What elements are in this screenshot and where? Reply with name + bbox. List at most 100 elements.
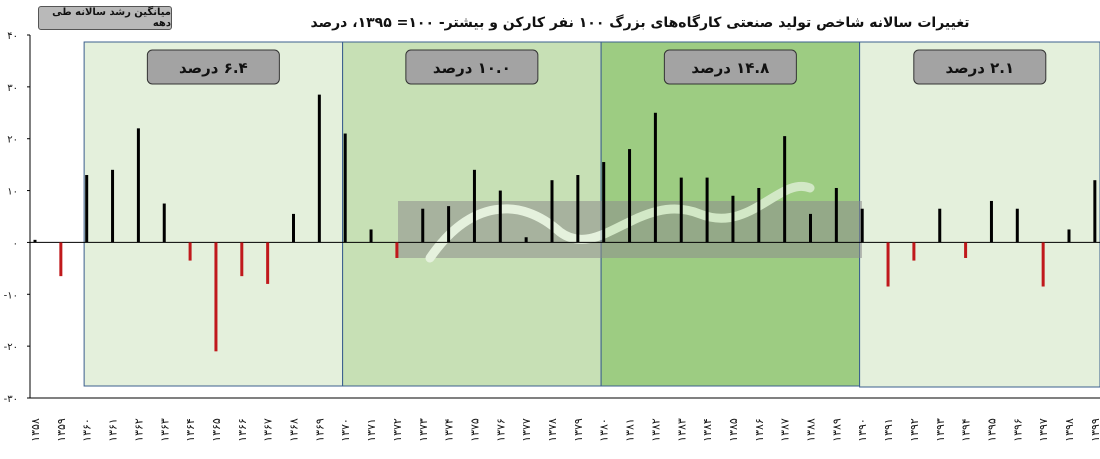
bar [188,242,192,261]
decade-average-label: ۱۰.۰ درصد [433,59,511,77]
y-tick-label: ۳۰ [7,83,18,94]
x-tick-label: ۱۳۷۵ [468,418,481,442]
x-tick-label: ۱۳۹۱ [882,418,895,442]
x-tick-label: ۱۳۹۵ [985,418,998,442]
x-tick-label: ۱۳۵۹ [55,418,68,442]
bar [628,149,632,243]
x-tick-label: ۱۳۷۹ [572,418,585,442]
bar [705,177,709,243]
legend-decade-average: میانگین رشد سالانه طی دهه [38,6,172,30]
decade-average-label: ۶.۴ درصد [179,59,248,77]
bar [964,242,968,258]
x-tick-label: ۱۳۶۱ [107,418,120,442]
x-tick-label: ۱۳۷۴ [443,418,456,442]
bar [266,242,270,284]
bar [33,239,37,243]
bar [240,242,244,277]
x-tick-label: ۱۳۶۶ [236,418,249,442]
bar [524,237,528,243]
bar [85,175,89,243]
x-tick-label: ۱۳۷۷ [520,418,533,442]
x-tick-label: ۱۳۸۴ [701,418,714,442]
bar [343,133,347,243]
bar [783,136,787,243]
bar [214,242,218,352]
decade-label-box [663,49,797,85]
bar [472,169,476,243]
x-tick-label: ۱۳۶۴ [184,418,197,442]
decade-region [859,41,1100,388]
x-tick-label: ۱۳۸۸ [805,418,818,442]
bar [162,203,166,243]
x-tick-label: ۱۳۹۳ [934,418,947,442]
y-tick-label: -۱۰ [4,290,18,301]
x-tick-label: ۱۳۸۳ [675,418,688,442]
x-tick-label: ۱۳۸۵ [727,418,740,442]
x-tick-label: ۱۳۷۰ [339,418,352,442]
y-tick-label: ۱۰ [7,187,18,198]
bar [602,162,606,243]
x-tick-label: ۱۳۸۷ [779,418,792,442]
y-tick-label: -۳۰ [4,394,18,405]
bar [731,195,735,243]
bar [757,187,761,243]
bars-layer [33,94,1097,352]
bar [834,187,838,243]
bar [989,200,993,243]
bar [136,128,140,243]
y-tick-label: ۲۰ [7,135,18,146]
x-tick-labels: ۱۳۵۸ ۱۳۵۹ ۱۳۶۰ ۱۳۶۱ ۱۳۶۲ ۱۳۶۳ ۱۳۶۴ ۱۳۶۵ ۱۳۶۶ ۱۳۶۷… [29,418,1100,442]
x-tick-label: ۱۳۷۸ [546,418,559,442]
x-tick-label: ۱۳۹۲ [908,418,921,442]
bar [498,190,502,243]
bar [369,229,373,243]
x-tick-label: ۱۳۹۹ [1089,418,1100,442]
x-tick-label: ۱۳۸۶ [753,418,766,442]
bar [1015,208,1019,243]
decade-average-label: ۱۴.۸ درصد [691,59,769,77]
x-tick-label: ۱۳۶۳ [158,418,171,442]
x-tick-label: ۱۳۸۹ [830,418,843,442]
x-tick-label: ۱۳۷۳ [417,418,430,442]
bar [576,175,580,243]
x-tick-label: ۱۳۷۶ [494,418,507,442]
decade-labels: ۶.۴ درصد ۱۰.۰ درصد ۱۴.۸ درصد ۲.۱ درصد [146,49,1047,85]
bar [395,242,399,258]
bar [912,242,916,261]
x-tick-label: ۱۳۹۴ [960,418,973,442]
y-tick-labels: ۴۰ ۳۰ ۲۰ ۱۰ ۰ -۱۰ -۲۰ -۳۰ [4,31,18,405]
x-tick-label: ۱۳۸۱ [624,418,637,442]
bar [1067,229,1071,243]
bar [679,177,683,243]
x-tick-label: ۱۳۸۰ [598,418,611,442]
bar [860,208,864,243]
x-tick-label: ۱۳۶۹ [313,418,326,442]
y-tick-label: -۲۰ [4,342,18,353]
bar [1041,242,1045,287]
x-tick-label: ۱۳۶۰ [81,418,94,442]
x-tick-label: ۱۳۶۲ [132,418,145,442]
bar [653,112,657,243]
decade-label-box [146,49,280,85]
bar [550,180,554,243]
x-tick-label: ۱۳۷۱ [365,418,378,442]
x-tick-label: ۱۳۵۸ [29,418,42,442]
axis-layer [27,34,1100,399]
x-tick-label: ۱۳۹۷ [1037,418,1050,442]
decade-label-box [913,49,1047,85]
chart-title: تغییرات سالانه شاخص تولید صنعتی کارگاه‌ه… [310,15,970,31]
x-tick-label: ۱۳۹۸ [1063,418,1076,442]
x-tick-label: ۱۳۹۶ [1011,418,1024,442]
x-tick-label: ۱۳۸۲ [649,418,662,442]
y-tick-label: ۰ [13,238,18,249]
decade-average-label: ۲.۱ درصد [945,59,1014,77]
bar [1093,180,1097,243]
x-tick-label: ۱۳۹۰ [856,418,869,442]
bar [421,208,425,243]
y-tick-label: ۴۰ [7,31,18,42]
bar [292,213,295,243]
bar [447,206,451,243]
bar [809,213,812,243]
bar [111,169,115,243]
